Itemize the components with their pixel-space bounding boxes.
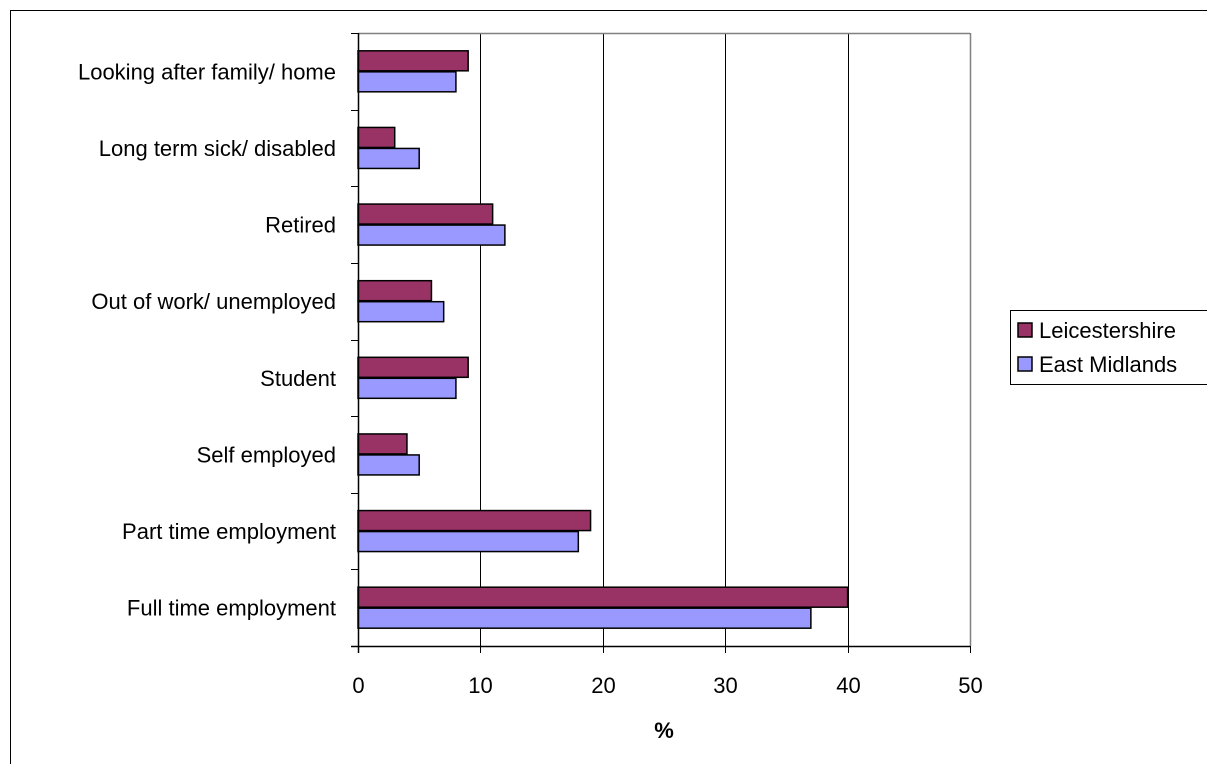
x-tick-label: 30 — [713, 673, 737, 698]
bar-east-midlands-2 — [358, 225, 505, 245]
x-tick-label: 50 — [958, 673, 982, 698]
bar-leicestershire-3 — [358, 281, 431, 301]
legend: Leicestershire East Midlands — [1011, 311, 1207, 385]
category-label: Part time employment — [122, 519, 336, 544]
category-label: Retired — [265, 213, 336, 238]
bar-leicestershire-2 — [358, 204, 493, 224]
legend-swatch-east-midlands — [1018, 357, 1032, 371]
bar-east-midlands-3 — [358, 302, 444, 322]
bar-leicestershire-6 — [358, 511, 591, 531]
bar-leicestershire-5 — [358, 434, 407, 454]
category-label: Long term sick/ disabled — [99, 136, 336, 161]
bar-east-midlands-7 — [358, 608, 811, 628]
legend-label-east-midlands: East Midlands — [1039, 352, 1177, 377]
x-tick-label: 20 — [591, 673, 615, 698]
x-tick-label: 40 — [836, 673, 860, 698]
x-tick-label: 0 — [352, 673, 364, 698]
bar-east-midlands-5 — [358, 455, 419, 475]
bar-east-midlands-0 — [358, 72, 456, 92]
legend-swatch-leicestershire — [1018, 323, 1032, 337]
bar-east-midlands-4 — [358, 378, 456, 398]
bar-leicestershire-7 — [358, 587, 848, 607]
category-label: Looking after family/ home — [78, 59, 336, 84]
bar-east-midlands-6 — [358, 532, 578, 552]
bar-leicestershire-4 — [358, 357, 468, 377]
category-label: Full time employment — [127, 596, 336, 621]
x-tick-label: 10 — [468, 673, 492, 698]
category-label: Student — [260, 366, 336, 391]
category-label: Self employed — [197, 442, 336, 467]
legend-label-leicestershire: Leicestershire — [1039, 318, 1176, 343]
x-axis-title: % — [654, 718, 674, 743]
bar-leicestershire-1 — [358, 127, 395, 147]
category-label: Out of work/ unemployed — [91, 289, 336, 314]
bar-east-midlands-1 — [358, 148, 419, 168]
bar-leicestershire-0 — [358, 51, 468, 71]
plot-background — [358, 33, 970, 646]
